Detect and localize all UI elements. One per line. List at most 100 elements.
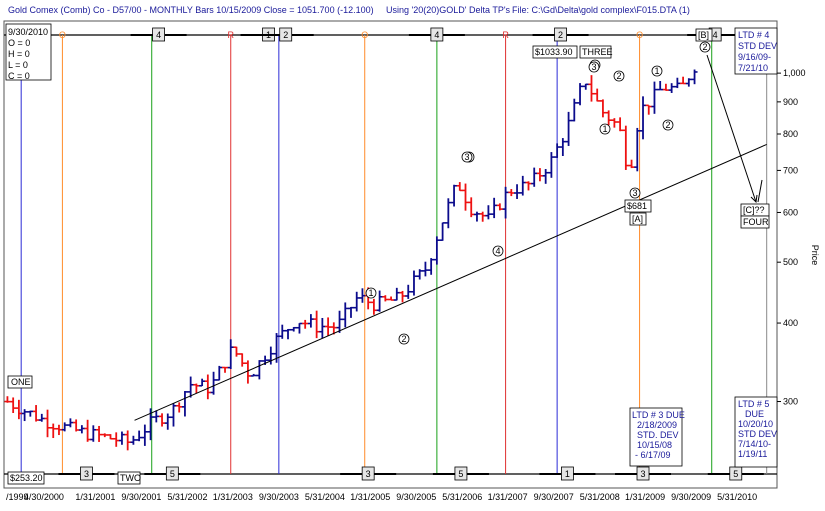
price-bar [388,296,395,301]
svg-text:TWO: TWO [120,473,141,483]
svg-text:2/18/2009: 2/18/2009 [637,420,677,430]
cycle-marker-box [152,27,166,42]
price-bar [622,125,629,170]
price-bar [67,418,74,428]
ohlc-low: L = 0 [8,60,28,70]
cycle-marker-label: 3 [641,469,646,479]
price-bar [491,197,498,219]
price-bar [336,310,343,333]
projection-arrow [706,54,757,203]
price-bar [176,402,183,413]
price-bar [410,270,417,296]
annotation-one: ONE [7,375,33,389]
price-bar [130,435,137,445]
wave-label: 3 [464,152,469,162]
price-bar [113,432,120,447]
price-bar [204,374,211,400]
price-bar [588,75,595,102]
price-bar [296,322,303,334]
x-tick-label: 5/31/2004 [305,492,345,502]
annotation-b: [B] [695,28,713,42]
x-tick-label: 1/31/2007 [488,492,528,502]
price-bar [548,152,555,178]
y-tick-label: 500 [783,257,798,267]
plot-frame [3,20,778,489]
svg-text:FOUR: FOUR [743,217,769,227]
price-bar [582,83,589,90]
price-bar [199,378,206,387]
arrow-head-icon [750,194,758,204]
price-bars [4,69,698,451]
price-bar [359,288,366,303]
price-bar [244,360,251,384]
price-bar [256,360,263,380]
price-bar [279,324,286,339]
price-bar [571,98,578,122]
svg-text:THREE: THREE [582,47,613,57]
price-bar [617,117,624,132]
wave-label-circle [651,65,663,77]
wave-label-circle [588,61,600,73]
chart-header-title: Gold Comex (Comb) Co - D57/00 - MONTHLY … [8,5,374,15]
cycle-marker-box [165,466,179,481]
cycle-marker-label: 5 [170,469,175,479]
cycle-marker-label: O [636,30,643,40]
price-bar [44,409,51,438]
svg-text:10/20/10: 10/20/10 [738,419,773,429]
wave-label: 1 [602,124,607,134]
cycle-marker-box [430,27,444,42]
svg-text:LTD # 4: LTD # 4 [738,30,769,40]
x-tick-label: 1/31/2005 [350,492,390,502]
price-bar [222,366,229,373]
chart-header-file: File: C:\Gd\Delta\gold complex\F015.DTA … [512,5,690,15]
price-bar [393,287,400,301]
price-bar [577,83,584,106]
y-tick-label: 600 [783,207,798,217]
svg-text:DUE: DUE [745,409,764,419]
price-bar [50,423,57,439]
price-bar [542,169,549,184]
price-bar [536,168,543,182]
x-tick-label: 9/30/2005 [396,492,436,502]
wave-label: 2 [616,71,621,81]
price-bar [10,397,17,413]
svg-text:[A]: [A] [632,214,643,224]
price-bar [685,78,692,87]
svg-text:1/19/11: 1/19/11 [738,449,767,459]
price-bar [691,69,698,85]
y-axis: 300 400 500 600 700 800 900 1,000 [777,68,806,407]
cycle-marker-box [80,466,93,481]
svg-text:[C]??: [C]?? [743,205,765,215]
y-tick-label: 900 [783,97,798,107]
price-bar [657,81,664,91]
price-bar [325,317,332,336]
price-bar [78,425,85,434]
price-bar [347,306,354,318]
svg-text:7/21/10: 7/21/10 [738,63,768,73]
price-bar [531,167,538,187]
price-bar [307,314,314,328]
svg-text:$681: $681 [627,201,647,211]
cycle-marker-label: 4 [156,30,161,40]
svg-text:ONE: ONE [11,377,31,387]
wave-label: 2 [401,334,406,344]
wave-label-circle [613,70,625,82]
price-bar [382,295,389,302]
cycle-marker-label: 5 [458,469,463,479]
price-bar [273,333,280,363]
price-bar [399,290,406,303]
cycle-marker-box [361,466,375,481]
cycle-marker-box [279,27,293,42]
x-tick-label: /1999 [6,492,29,502]
price-bar [27,410,34,417]
price-bar [485,205,492,220]
price-bar [136,430,143,442]
price-bar [416,269,423,280]
ltd4-box: LTD # 4 STD DEV 9/16/09- 7/21/10 [734,27,778,75]
price-bar [290,326,297,332]
price-bar [107,434,114,440]
price-bar [15,399,22,420]
price-bar [468,197,475,218]
price-bar [285,328,292,340]
